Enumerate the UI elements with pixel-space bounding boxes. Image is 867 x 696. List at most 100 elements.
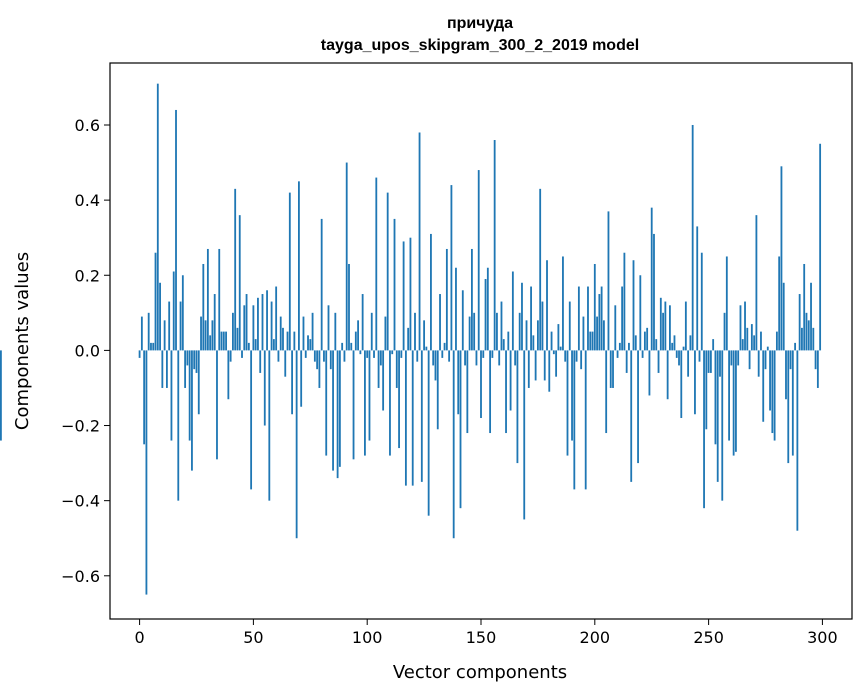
bar-200: [593, 263, 596, 351]
bar-170: [525, 320, 528, 351]
bar-260: [730, 350, 733, 366]
bar-166: [516, 350, 519, 464]
bar-270: [753, 335, 756, 351]
bar-84: [329, 350, 332, 370]
bar-43: [236, 327, 239, 351]
bar-3: [145, 350, 148, 595]
bar-257: [723, 312, 726, 351]
bar-285: [787, 350, 790, 464]
bar-205: [605, 350, 608, 434]
bar-296: [812, 327, 815, 351]
bar-266: [744, 301, 746, 351]
bar-8: [156, 83, 159, 351]
bar-6: [152, 342, 155, 351]
bar-258: [725, 256, 728, 351]
bar-245: [696, 226, 699, 351]
bar-86: [334, 312, 337, 351]
bar-29: [204, 320, 207, 351]
bar-143: [464, 350, 466, 366]
bar-54: [261, 294, 264, 351]
bar-12: [165, 350, 168, 388]
bar-179: [546, 260, 548, 351]
bar-261: [732, 350, 735, 456]
bar-262: [735, 350, 737, 452]
bar-14: [170, 350, 173, 441]
bar-70: [298, 181, 300, 351]
bar-216: [630, 350, 633, 482]
bar-198: [589, 331, 592, 351]
bar-136: [448, 350, 451, 362]
bar-34: [216, 350, 218, 460]
bar-252: [712, 339, 715, 351]
y-tick-label-4: 0.2: [75, 266, 100, 285]
bar-128: [430, 233, 432, 351]
bar-189: [568, 301, 571, 351]
bar-26: [197, 350, 200, 415]
bar-244: [694, 350, 696, 415]
bar-152: [484, 279, 487, 351]
bar-231: [664, 301, 667, 351]
bar-147: [473, 312, 476, 351]
bar-131: [436, 350, 439, 430]
bar-37: [222, 331, 225, 351]
bar-284: [785, 350, 787, 400]
bar-64: [284, 350, 287, 377]
bar-230: [662, 312, 664, 351]
bar-255: [719, 350, 721, 377]
bar-53: [259, 350, 262, 373]
x-axis-label: Vector components: [393, 662, 567, 683]
bar-215: [628, 342, 630, 351]
bar-90: [343, 350, 346, 362]
bar-253: [714, 350, 717, 445]
bar-182: [552, 350, 555, 355]
bar-97: [359, 350, 362, 355]
bar-273: [760, 331, 762, 351]
bar-242: [689, 335, 692, 351]
bar-251: [709, 350, 712, 373]
bar-114: [398, 350, 400, 449]
y-tick-label-2: −0.2: [61, 417, 100, 436]
bar-162: [507, 331, 510, 351]
bar-240: [684, 301, 687, 351]
bar-161: [505, 350, 507, 434]
chart-title: причуда: [447, 15, 513, 32]
x-tick-label-200: 200: [580, 628, 611, 647]
bar-93: [350, 342, 353, 351]
bar-276: [766, 346, 769, 351]
bar-68: [293, 331, 296, 351]
bar-117: [404, 350, 407, 486]
bar-277: [769, 350, 771, 411]
bar-220: [639, 275, 642, 351]
bar-80: [320, 218, 323, 351]
bar-279: [773, 350, 776, 441]
bar-141: [459, 350, 462, 509]
bar-163: [509, 350, 512, 411]
bar-275: [764, 350, 767, 370]
bar-223: [646, 327, 649, 351]
bar-227: [655, 339, 658, 351]
bar-233: [669, 305, 671, 351]
bar-1: [140, 316, 143, 351]
bar-178: [543, 350, 546, 381]
y-tick-label-3: 0.0: [75, 341, 100, 360]
bar-218: [634, 335, 637, 351]
bar-30: [206, 248, 209, 351]
bar-79: [318, 350, 321, 388]
bar-111: [391, 350, 394, 355]
bar-129: [432, 350, 435, 366]
bar-94: [352, 350, 355, 460]
bar-71: [300, 350, 303, 407]
bar-88: [338, 350, 341, 467]
bar-192: [575, 350, 578, 362]
bar-106: [379, 350, 382, 366]
y-axis-ticks: −0.6 −0.4 −0.2 0.0 0.2 0.4 0.6: [61, 116, 110, 586]
bar-52: [257, 297, 259, 351]
bar-50: [252, 305, 255, 351]
bars-group: [0, 83, 822, 595]
bar-38: [225, 331, 227, 351]
bar-299: [819, 143, 822, 351]
bar-294: [807, 320, 810, 351]
bar-126: [425, 346, 428, 351]
bar-181: [550, 331, 553, 351]
y-axis-label: Components values: [12, 252, 33, 430]
